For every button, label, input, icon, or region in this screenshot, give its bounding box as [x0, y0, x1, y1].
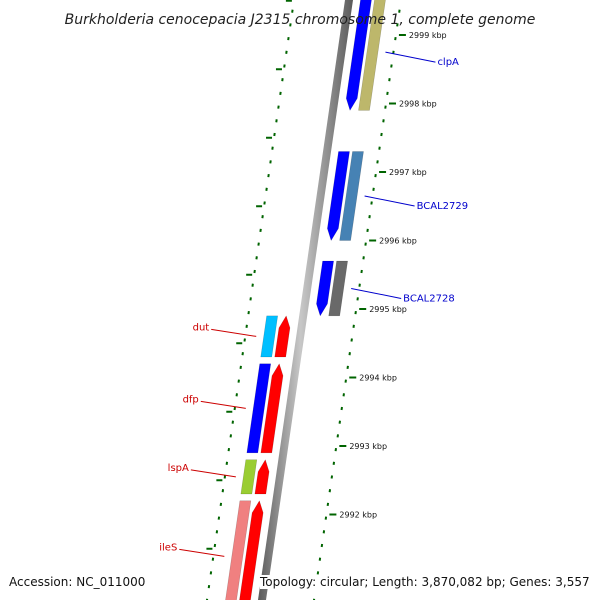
gene-dut-bar [260, 315, 278, 358]
topology-summary: Topology: circular; Length: 3,870,082 bp… [260, 575, 590, 589]
gene-label-leader [190, 469, 236, 478]
cds-lspa-arrow [254, 459, 270, 495]
tick-label: 2998 kbp [399, 100, 437, 109]
gene-label-lspa: lspA [168, 463, 189, 474]
tick-label: 2997 kbp [389, 168, 427, 177]
cds-dut-arrow [274, 315, 291, 358]
gene-label-leader [385, 51, 436, 63]
gene-lspa-bar [240, 459, 258, 495]
gene-label-leader [351, 287, 402, 299]
gene-label-bcal2729: BCAL2729 [417, 201, 469, 212]
gene-label-leader [211, 328, 257, 337]
gene-clpa-bar [358, 0, 386, 111]
gene-labels: clpA BCAL2729 BCAL2728 dut dfp lspA ileS [159, 51, 469, 557]
gene-label-leader [179, 548, 225, 557]
tick-label: 2992 kbp [339, 511, 377, 520]
backbone-bar [258, 0, 353, 600]
chromosome-backbone [258, 0, 353, 600]
gene-iles-bar [225, 500, 252, 600]
tick-label: 2993 kbp [349, 442, 387, 451]
gene-label-clpa: clpA [437, 57, 459, 68]
tick-label: 2999 kbp [409, 31, 447, 40]
gene-label-bcal2728: BCAL2728 [403, 293, 455, 304]
kbp-scale: 2999 kbp 2998 kbp 2997 kbp 2996 kbp 2995 kbp… [206, 0, 447, 550]
gene-label-dut: dut [193, 322, 210, 333]
gene-label-leader [364, 195, 415, 207]
gene-dfp-bar [246, 363, 272, 454]
cds-bcal2728-arrow [316, 260, 334, 317]
gene-label-leader [200, 400, 246, 409]
gene-label-dfp: dfp [183, 394, 199, 405]
gene-bcal2728-bar [328, 260, 348, 317]
map-title: Burkholderia cenocepacia J2315 chromosom… [65, 12, 536, 28]
gene-label-iles: ileS [159, 542, 177, 553]
tick-label: 2996 kbp [379, 237, 417, 246]
cds-dfp-arrow [260, 363, 284, 454]
tick-label: 2995 kbp [369, 305, 407, 314]
dotted-tick-track [205, 9, 401, 600]
cds-bcal2729-arrow [327, 151, 350, 242]
gene-bcal2729-bar [339, 151, 364, 241]
accession-text: Accession: NC_011000 [9, 575, 146, 589]
gene-features [225, 0, 386, 600]
tick-label: 2994 kbp [359, 374, 397, 383]
cds-clpa-arrow [345, 0, 372, 111]
cds-iles-arrow [239, 500, 264, 600]
